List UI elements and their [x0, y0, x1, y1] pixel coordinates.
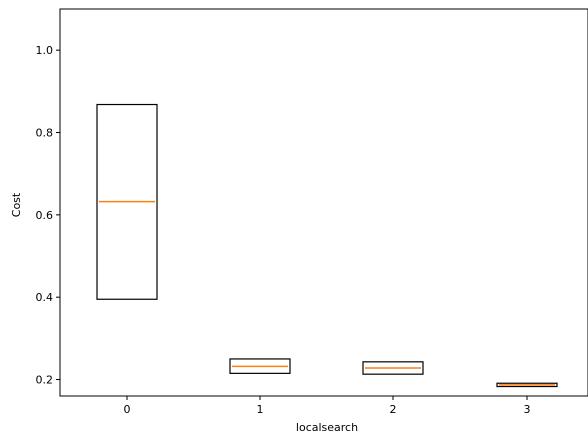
y-tick-label: 0.4 — [36, 291, 54, 304]
box-0 — [96, 103, 158, 300]
box-1 — [229, 358, 291, 374]
y-tick-label: 0.6 — [36, 209, 54, 222]
y-tick-label: 1.0 — [36, 44, 54, 57]
boxes-layer — [96, 103, 558, 388]
x-axis-label: localsearch — [296, 421, 358, 434]
x-tick-label: 0 — [124, 403, 131, 416]
y-tick-label: 0.8 — [36, 127, 54, 140]
x-tick-label: 3 — [524, 403, 531, 416]
ticks-layer: 0.2 0.4 0.6 0.8 1.0 0 1 2 3 — [36, 44, 531, 416]
x-tick-label: 1 — [257, 403, 264, 416]
box-3 — [496, 382, 558, 388]
y-tick-label: 0.2 — [36, 374, 54, 387]
x-tick-label: 2 — [390, 403, 397, 416]
box-2 — [362, 361, 424, 375]
plot-area-frame — [59, 8, 588, 397]
y-axis-label: Cost — [10, 192, 23, 217]
